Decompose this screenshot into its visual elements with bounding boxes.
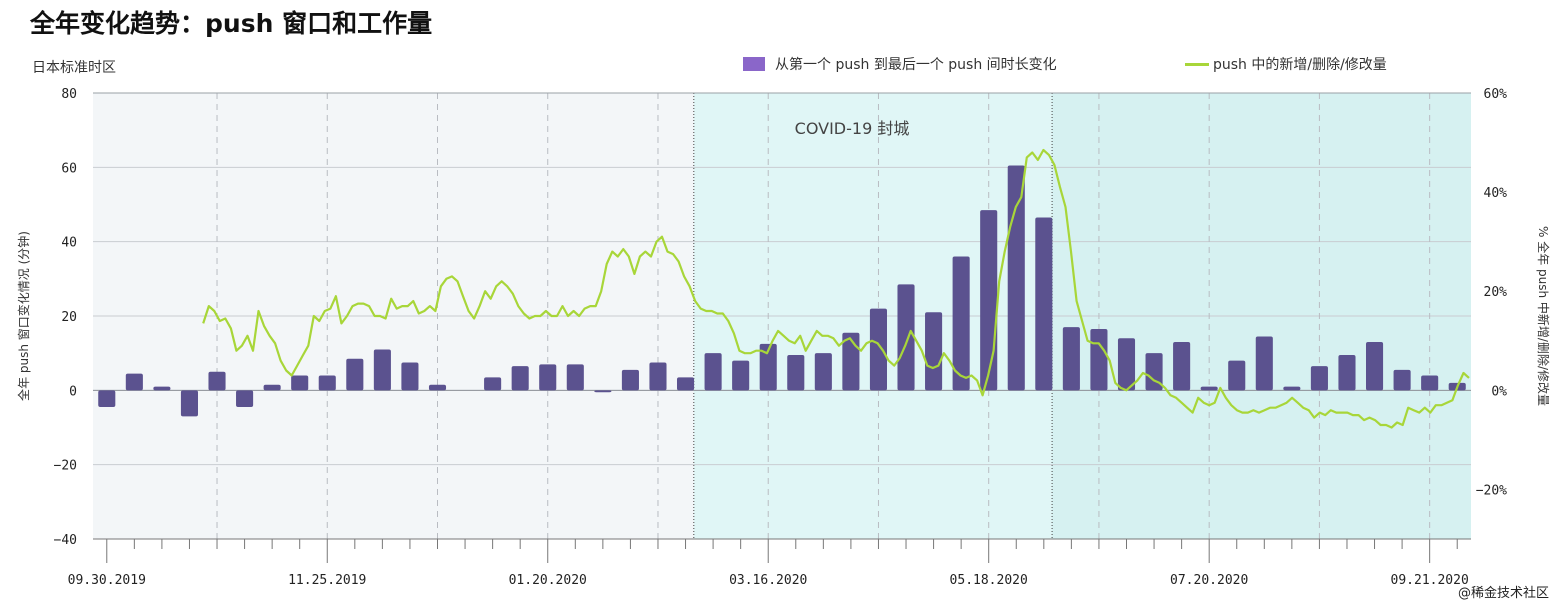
bar <box>897 284 915 391</box>
axes <box>93 538 1471 563</box>
bar <box>1145 353 1163 391</box>
x-tick-label: 07.20.2020 <box>1170 573 1248 588</box>
x-tick-label: 09.30.2019 <box>68 573 146 588</box>
legend-bar-label: 从第一个 push 到最后一个 push 间时长变化 <box>775 57 1057 73</box>
bar <box>180 390 199 417</box>
bar <box>759 343 777 391</box>
bar <box>153 386 171 391</box>
bar <box>869 308 888 391</box>
bar <box>621 369 639 391</box>
covid-annotation: COVID-19 封城 <box>795 119 910 138</box>
y-left-axis-title: 全年 push 窗口变化情况 (分钟) <box>16 231 31 401</box>
y-right-axis-title: % 全年 push 中新增/删除/修改量 <box>1536 226 1551 406</box>
x-tick-label: 05.18.2020 <box>950 573 1028 588</box>
bar <box>1090 329 1108 391</box>
bar <box>1228 360 1246 391</box>
bar <box>291 375 309 391</box>
bar <box>704 353 722 391</box>
legend-bar-swatch <box>743 57 765 71</box>
axis-labels: COVID-19 封城 09.30.2019 11.25.2019 01.20.202… <box>16 87 1551 588</box>
bar <box>925 312 943 391</box>
bar <box>814 353 832 391</box>
legend-line-swatch <box>1185 62 1209 66</box>
bar <box>980 210 998 391</box>
bar <box>511 366 529 391</box>
bar <box>318 375 336 391</box>
bar <box>98 390 116 408</box>
bar <box>676 377 695 391</box>
bar <box>594 390 612 393</box>
y-right-tick-label: 40% <box>1484 186 1508 201</box>
bar <box>346 358 364 391</box>
bar <box>373 349 391 391</box>
bar <box>952 256 970 391</box>
x-tick-label: 11.25.2019 <box>288 573 366 588</box>
bar <box>1062 327 1080 391</box>
x-tick-label: 03.16.2020 <box>729 573 807 588</box>
y-right-tick-label: 20% <box>1484 285 1508 300</box>
y-right-tick-label: −20% <box>1476 483 1507 498</box>
legend-item-bar[interactable]: 从第一个 push 到最后一个 push 间时长变化 <box>743 54 1057 74</box>
y-left-tick-label: 60 <box>61 161 77 176</box>
legend-item-line[interactable]: push 中的新增/删除/修改量 <box>1185 54 1387 74</box>
bar <box>539 364 557 391</box>
y-left-tick-label: −40 <box>54 533 77 548</box>
bar <box>1393 369 1411 391</box>
bar <box>428 384 447 391</box>
x-tick-label: 01.20.2020 <box>509 573 587 588</box>
y-left-tick-label: 80 <box>61 87 77 102</box>
y-left-tick-label: 40 <box>61 236 77 251</box>
bar <box>484 377 502 391</box>
y-left-tick-label: 0 <box>69 384 77 399</box>
bar <box>236 390 254 408</box>
x-tick-label: 09.21.2020 <box>1391 573 1469 588</box>
y-right-tick-label: 0% <box>1491 384 1507 399</box>
y-left-tick-label: 20 <box>61 310 77 325</box>
bar <box>787 355 805 391</box>
bar <box>1421 375 1439 391</box>
bar <box>401 362 419 391</box>
bar <box>1035 217 1053 391</box>
legend-line-label: push 中的新增/删除/修改量 <box>1213 57 1387 73</box>
bar <box>125 373 143 391</box>
bar <box>1365 342 1384 391</box>
bar <box>1255 336 1273 391</box>
bar <box>1283 386 1301 391</box>
watermark: @稀金技术社区 <box>1457 586 1549 601</box>
bar-series <box>98 165 1466 417</box>
bar <box>649 362 667 391</box>
bar <box>566 364 584 391</box>
bar <box>1117 338 1136 391</box>
line-series <box>202 148 1470 429</box>
bar <box>1338 355 1356 391</box>
bar <box>263 384 281 391</box>
chart-subtitle: 日本标准时区 <box>32 60 116 76</box>
y-right-tick-label: 60% <box>1484 87 1508 102</box>
bar <box>1007 165 1025 391</box>
chart-title: 全年变化趋势：push 窗口和工作量 <box>30 9 433 38</box>
y-left-tick-label: −20 <box>54 459 77 474</box>
bar <box>1200 386 1218 391</box>
bar <box>732 360 750 391</box>
bar <box>1173 342 1191 391</box>
bar <box>208 371 226 391</box>
bar <box>1310 366 1328 391</box>
line-path <box>202 148 1470 429</box>
bar <box>842 332 860 391</box>
